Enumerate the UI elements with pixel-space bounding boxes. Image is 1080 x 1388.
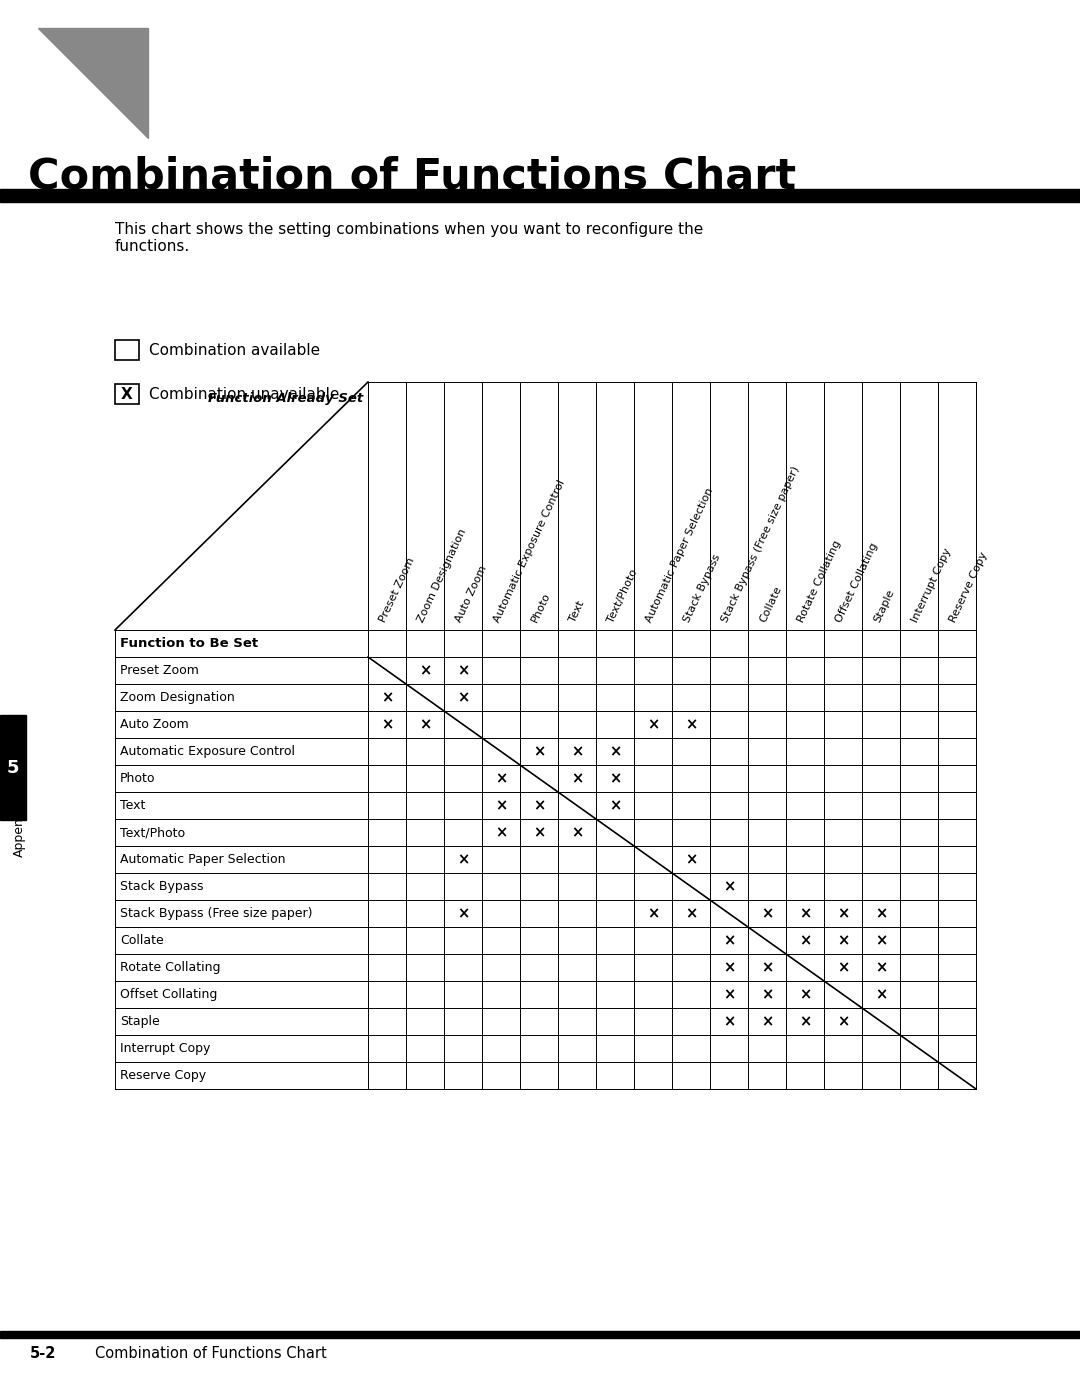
Text: ×: ×	[875, 933, 887, 948]
Bar	[0, 715, 26, 820]
Text: Interrupt Copy: Interrupt Copy	[910, 547, 954, 625]
Text: ×: ×	[799, 906, 811, 922]
Bar	[0, 1331, 1080, 1338]
Text: ×: ×	[381, 690, 393, 705]
Text: ×: ×	[685, 852, 697, 868]
Text: ×: ×	[532, 798, 545, 813]
Text: ×: ×	[761, 1015, 773, 1029]
Text: Offset Collating: Offset Collating	[834, 541, 879, 625]
Text: 5: 5	[6, 758, 19, 776]
Text: Offset Collating: Offset Collating	[120, 988, 217, 1001]
Text: ×: ×	[723, 987, 735, 1002]
Text: Collate: Collate	[758, 584, 783, 625]
Text: ×: ×	[761, 960, 773, 974]
Text: ×: ×	[723, 1015, 735, 1029]
Text: ×: ×	[837, 906, 849, 922]
Text: Function to Be Set: Function to Be Set	[120, 637, 258, 650]
Text: Reserve Copy: Reserve Copy	[120, 1069, 206, 1083]
Text: ×: ×	[495, 770, 508, 786]
Text: ×: ×	[799, 933, 811, 948]
Text: ×: ×	[875, 960, 887, 974]
Text: Automatic Exposure Control: Automatic Exposure Control	[491, 479, 567, 625]
Text: Photo: Photo	[120, 772, 156, 786]
Text: Collate: Collate	[120, 934, 164, 947]
Text: ×: ×	[571, 770, 583, 786]
Text: Text: Text	[120, 799, 146, 812]
Text: Auto Zoom: Auto Zoom	[120, 718, 189, 731]
Bar	[0, 189, 1080, 203]
Text: Auto Zoom: Auto Zoom	[454, 564, 489, 625]
Text: ×: ×	[723, 933, 735, 948]
Text: Combination of Functions Chart: Combination of Functions Chart	[95, 1345, 327, 1360]
Text: Reserve Copy: Reserve Copy	[948, 551, 989, 625]
Text: ×: ×	[495, 824, 508, 840]
Text: Rotate Collating: Rotate Collating	[120, 960, 220, 974]
Text: ×: ×	[837, 933, 849, 948]
Text: ×: ×	[685, 718, 697, 731]
Bar	[114, 384, 139, 404]
Text: Automatic Paper Selection: Automatic Paper Selection	[120, 854, 285, 866]
Text: ×: ×	[457, 690, 469, 705]
Text: Stack Bypass: Stack Bypass	[681, 552, 723, 625]
Text: ×: ×	[685, 906, 697, 922]
Text: ×: ×	[609, 770, 621, 786]
Text: Automatic Paper Selection: Automatic Paper Selection	[644, 486, 715, 625]
Text: Stack Bypass (Free size paper): Stack Bypass (Free size paper)	[120, 906, 312, 920]
Text: Combination available: Combination available	[149, 343, 320, 358]
Text: ×: ×	[419, 718, 431, 731]
Text: ×: ×	[799, 987, 811, 1002]
Text: Zoom Designation: Zoom Designation	[416, 527, 469, 625]
Text: ×: ×	[837, 1015, 849, 1029]
Text: ×: ×	[647, 906, 659, 922]
Text: ×: ×	[723, 879, 735, 894]
Text: ×: ×	[837, 960, 849, 974]
Text: ×: ×	[571, 824, 583, 840]
Text: ×: ×	[419, 663, 431, 677]
Text: ×: ×	[609, 798, 621, 813]
Text: Combination of Functions Chart: Combination of Functions Chart	[28, 155, 796, 197]
Text: Combination unavailable: Combination unavailable	[149, 386, 339, 401]
Text: ×: ×	[457, 906, 469, 922]
Text: ×: ×	[875, 987, 887, 1002]
Text: X: X	[121, 386, 133, 401]
Text: Zoom Designation: Zoom Designation	[120, 691, 234, 704]
Text: Text/Photo: Text/Photo	[120, 826, 185, 838]
Text: Staple: Staple	[872, 587, 896, 625]
Text: ×: ×	[457, 852, 469, 868]
Text: ×: ×	[457, 663, 469, 677]
Text: Rotate Collating: Rotate Collating	[796, 539, 842, 625]
Text: ×: ×	[571, 744, 583, 759]
Text: ×: ×	[723, 960, 735, 974]
Text: Appendix: Appendix	[13, 798, 26, 858]
Text: Preset Zoom: Preset Zoom	[120, 663, 199, 677]
Text: Interrupt Copy: Interrupt Copy	[120, 1042, 211, 1055]
Text: ×: ×	[761, 906, 773, 922]
Text: 5-2: 5-2	[30, 1345, 56, 1360]
Text: Stack Bypass (Free size paper): Stack Bypass (Free size paper)	[720, 465, 801, 625]
Text: Function Already Set: Function Already Set	[207, 391, 363, 405]
Bar	[114, 340, 139, 359]
Text: This chart shows the setting combinations when you want to reconfigure the
funct: This chart shows the setting combination…	[114, 222, 703, 254]
Text: ×: ×	[381, 718, 393, 731]
Text: ×: ×	[609, 744, 621, 759]
Text: ×: ×	[647, 718, 659, 731]
Text: Text: Text	[568, 600, 586, 625]
Text: ×: ×	[532, 824, 545, 840]
Text: ×: ×	[761, 987, 773, 1002]
Text: ×: ×	[495, 798, 508, 813]
Text: ×: ×	[875, 906, 887, 922]
Text: Photo: Photo	[530, 591, 552, 625]
Text: Preset Zoom: Preset Zoom	[378, 557, 417, 625]
Text: ×: ×	[532, 744, 545, 759]
Text: Automatic Exposure Control: Automatic Exposure Control	[120, 745, 295, 758]
Text: Staple: Staple	[120, 1015, 160, 1029]
Text: Stack Bypass: Stack Bypass	[120, 880, 203, 892]
Polygon shape	[38, 28, 148, 137]
Text: ×: ×	[799, 1015, 811, 1029]
Text: Text/Photo: Text/Photo	[606, 568, 639, 625]
